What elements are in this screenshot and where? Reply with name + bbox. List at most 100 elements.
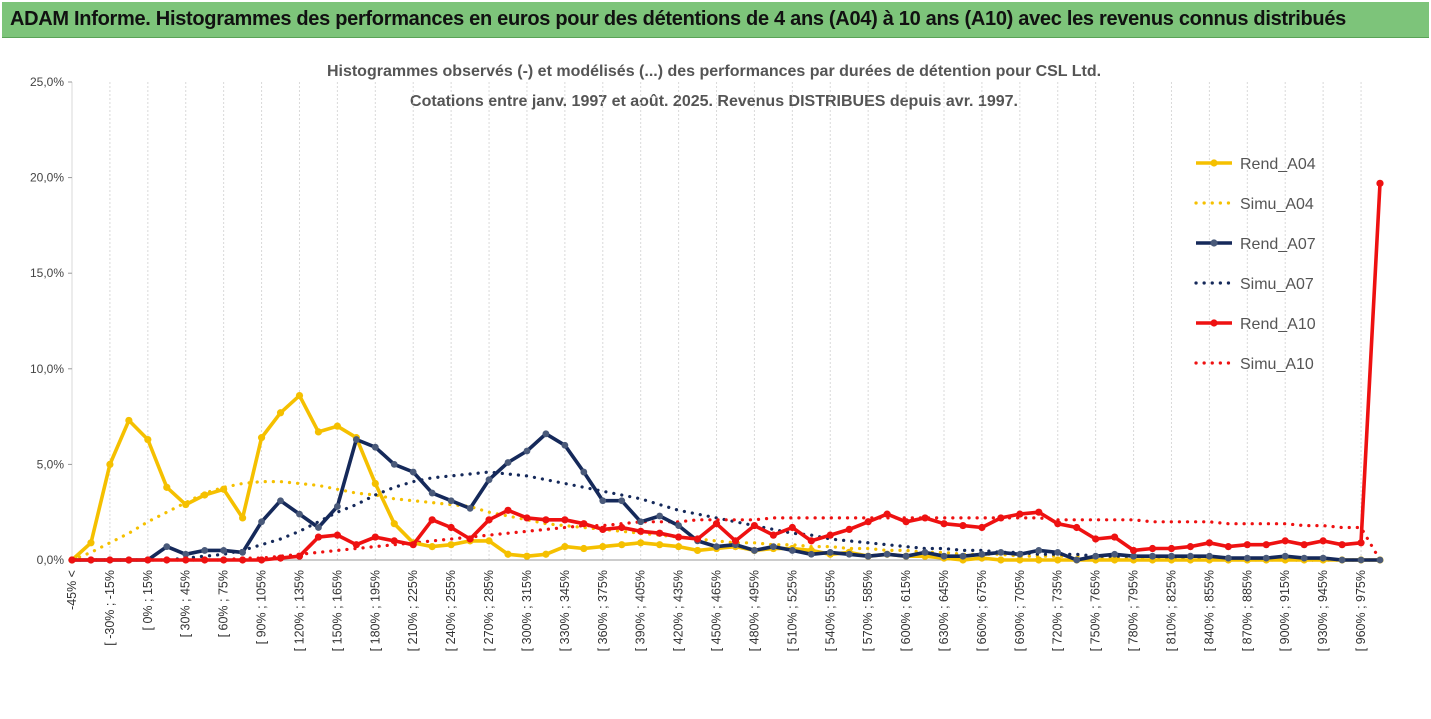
data-point — [580, 468, 588, 476]
data-point — [675, 522, 683, 529]
x-tick-label: [ 300% ; 315% — [520, 570, 534, 651]
legend-label: Simu_A04 — [1240, 196, 1314, 213]
data-point — [296, 510, 303, 518]
data-point — [352, 541, 360, 549]
legend-label: Rend_A04 — [1240, 156, 1316, 173]
data-point — [1243, 554, 1251, 562]
data-point — [1073, 523, 1081, 532]
x-tick-label: -45% < — [65, 570, 79, 610]
data-point — [1338, 541, 1346, 549]
data-point — [144, 435, 152, 444]
series-rend-a04 — [68, 391, 1384, 564]
data-point — [125, 556, 133, 564]
data-point — [201, 556, 209, 564]
series-simu-a04 — [70, 480, 1382, 562]
y-tick-label: 20,0% — [30, 171, 64, 185]
data-point — [447, 541, 455, 549]
data-point — [125, 416, 133, 425]
data-point — [239, 556, 247, 564]
data-point — [182, 500, 190, 509]
data-point — [959, 521, 967, 530]
legend-entry-simu-a10: Simu_A10 — [1194, 356, 1314, 373]
data-point — [712, 520, 721, 528]
data-point — [618, 497, 626, 505]
data-point — [1035, 556, 1043, 564]
data-point — [447, 523, 455, 532]
data-point — [997, 514, 1005, 522]
x-tick-label: [ 480% ; 495% — [747, 570, 761, 651]
data-point — [864, 552, 872, 560]
x-tick-label: [ 0% ; 15% — [141, 570, 155, 630]
x-tick-label: [ 390% ; 405% — [634, 570, 648, 651]
data-point — [1054, 556, 1062, 564]
data-point — [485, 516, 493, 524]
data-point — [68, 556, 76, 564]
data-point — [1148, 544, 1157, 553]
data-point — [220, 556, 228, 564]
data-point — [978, 523, 986, 532]
data-point — [1073, 556, 1081, 564]
y-tick-label: 10,0% — [30, 362, 64, 376]
series-line — [72, 183, 1382, 562]
performance-histogram-chart: Histogrammes observés (-) et modélisés (… — [30, 63, 1384, 651]
data-point — [921, 514, 929, 522]
data-point — [428, 516, 436, 524]
data-point — [276, 409, 285, 417]
x-tick-label: [ 240% ; 255% — [444, 570, 458, 651]
data-point — [1205, 539, 1213, 547]
x-tick-label: [ 90% ; 105% — [255, 570, 269, 644]
x-tick-label: [ 30% ; 45% — [179, 570, 193, 637]
series-line — [70, 516, 1382, 562]
data-point — [428, 489, 436, 497]
y-tick-label: 25,0% — [30, 75, 64, 89]
data-point — [466, 535, 474, 543]
data-point — [637, 539, 645, 547]
data-point — [1262, 554, 1270, 562]
data-point — [656, 541, 664, 549]
x-tick-label: [ 780% ; 795% — [1127, 570, 1141, 651]
data-point — [258, 518, 265, 526]
x-tick-label: [ 720% ; 735% — [1051, 570, 1065, 651]
legend-entry-simu-a04: Simu_A04 — [1194, 196, 1314, 213]
data-point — [390, 520, 398, 528]
data-point — [751, 547, 758, 554]
data-point — [656, 529, 664, 537]
data-point — [1262, 541, 1270, 549]
data-point — [1016, 556, 1024, 564]
data-point — [1149, 552, 1156, 560]
data-point — [542, 430, 550, 438]
data-point — [618, 541, 626, 549]
chart-legend: Rend_A04 Simu_A04 Rend_A07 Simu_A07 Rend_A10… — [1194, 156, 1316, 373]
data-point — [276, 554, 285, 562]
data-point — [1281, 552, 1289, 560]
data-point — [1035, 508, 1043, 516]
data-point — [826, 548, 834, 556]
data-point — [845, 550, 853, 558]
x-tick-label: [ 750% ; 765% — [1089, 570, 1103, 651]
data-point — [1186, 543, 1195, 551]
y-tick-label: 5,0% — [37, 457, 65, 471]
data-point — [106, 556, 114, 564]
data-point — [371, 479, 379, 488]
data-point — [1054, 548, 1062, 556]
x-tick-label: [ 120% ; 135% — [292, 570, 306, 651]
x-tick-label: [ 840% ; 855% — [1202, 570, 1216, 651]
data-point — [87, 556, 95, 564]
data-point — [390, 537, 398, 545]
x-tick-label: [ 180% ; 195% — [368, 570, 382, 651]
chart-title: Histogrammes observés (-) et modélisés (… — [327, 63, 1101, 80]
data-point — [504, 459, 512, 466]
x-tick-label: [ 570% ; 585% — [861, 570, 875, 651]
data-point — [1300, 554, 1308, 562]
data-point — [201, 491, 209, 499]
data-point — [599, 525, 607, 534]
data-point — [542, 516, 550, 524]
data-point — [1357, 556, 1365, 564]
data-point — [1338, 556, 1346, 564]
x-tick-label: [ 270% ; 285% — [482, 570, 496, 651]
data-point — [295, 391, 304, 400]
x-tick-label: [ 210% ; 225% — [406, 570, 420, 651]
data-point — [1130, 552, 1137, 560]
data-point — [106, 460, 114, 468]
data-point — [1111, 533, 1119, 541]
